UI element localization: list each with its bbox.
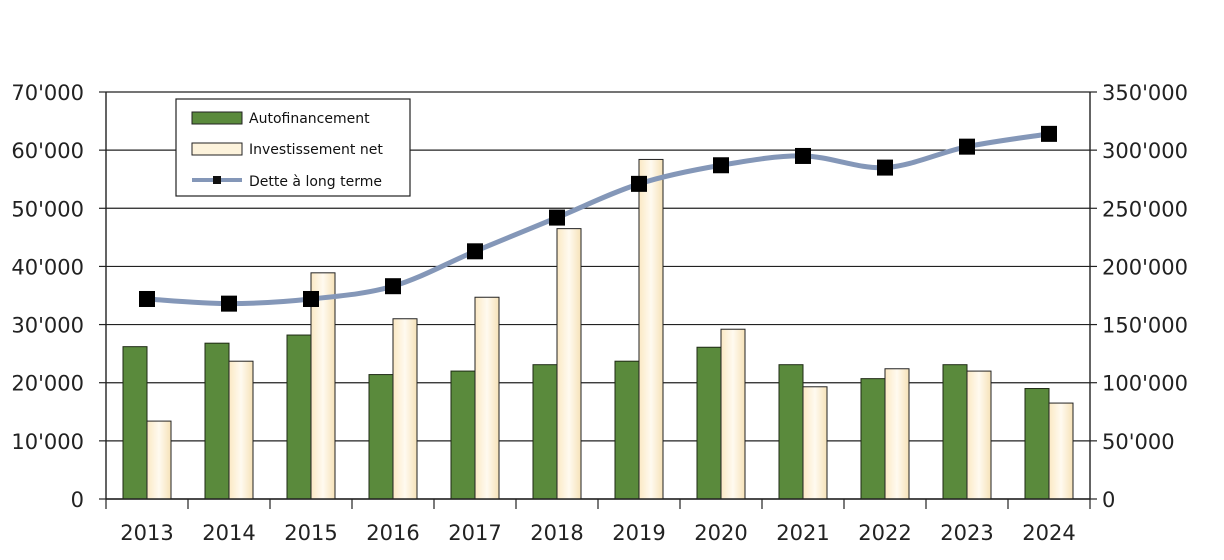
bar-autofinancement: [450, 370, 476, 500]
y-right-tick-label: 300'000: [1102, 139, 1188, 163]
y-right-tick-label: 200'000: [1102, 255, 1188, 279]
y-right-tick-label: 50'000: [1102, 430, 1175, 454]
debt-series-line: [146, 131, 1050, 307]
debt-marker: [221, 295, 237, 312]
bar-autofinancement: [204, 342, 230, 500]
bar-autofinancement: [614, 360, 640, 500]
x-tick-label: 2018: [530, 521, 583, 545]
legend-label-autofinancement: Autofinancement: [249, 111, 370, 127]
bar-investissement: [720, 328, 746, 500]
y-right-tick-label: 350'000: [1102, 81, 1188, 105]
debt-marker: [1041, 125, 1057, 142]
debt-marker: [385, 278, 401, 295]
x-tick-label: 2022: [858, 521, 911, 545]
legend: Autofinancement Investissement net Dette…: [175, 98, 411, 197]
x-tick-label: 2021: [776, 521, 829, 545]
bar-autofinancement: [368, 374, 394, 500]
y-left-tick-label: 40'000: [11, 255, 84, 279]
x-tick-label: 2017: [448, 521, 501, 545]
debt-marker: [139, 290, 155, 307]
bar-autofinancement: [122, 346, 148, 500]
bar-autofinancement: [1024, 388, 1050, 500]
bar-autofinancement: [286, 334, 312, 500]
bar-investissement: [310, 272, 336, 500]
bar-investissement: [638, 158, 664, 500]
x-tick-label: 2015: [284, 521, 337, 545]
bar-autofinancement: [860, 378, 886, 500]
y-left-tick-label: 0: [71, 488, 84, 512]
y-left-tick-label: 70'000: [11, 81, 84, 105]
x-tick-label: 2020: [694, 521, 747, 545]
debt-marker: [877, 159, 893, 176]
debt-marker: [303, 290, 319, 307]
bar-investissement: [474, 296, 500, 500]
debt-marker: [959, 138, 975, 155]
debt-marker: [713, 157, 729, 174]
y-right-tick-label: 0: [1102, 488, 1115, 512]
bar-investissement: [966, 370, 992, 500]
y-right-tick-label: 100'000: [1102, 372, 1188, 396]
y-left-tick-label: 50'000: [11, 197, 84, 221]
x-tick-label: 2013: [120, 521, 173, 545]
x-tick-label: 2014: [202, 521, 255, 545]
bars: [122, 158, 1074, 500]
debt-marker: [795, 147, 811, 164]
debt-line: [139, 125, 1057, 312]
debt-marker: [549, 209, 565, 226]
bar-autofinancement: [942, 364, 968, 500]
y-right-tick-label: 250'000: [1102, 197, 1188, 221]
legend-swatch-investissement: [191, 142, 243, 156]
bar-investissement: [146, 420, 172, 500]
x-tick-label: 2016: [366, 521, 419, 545]
x-tick-label: 2019: [612, 521, 665, 545]
bar-investissement: [802, 386, 828, 500]
y-right-tick-label: 150'000: [1102, 314, 1188, 338]
bar-investissement: [884, 368, 910, 500]
bar-autofinancement: [532, 364, 558, 500]
axes: [99, 91, 1097, 509]
legend-label-investissement: Investissement net: [249, 142, 383, 158]
bar-investissement: [1048, 402, 1074, 500]
bar-autofinancement: [778, 364, 804, 500]
bar-autofinancement: [696, 346, 722, 500]
y-left-tick-label: 20'000: [11, 372, 84, 396]
bar-investissement: [556, 228, 582, 500]
debt-marker: [631, 175, 647, 192]
legend-label-debt: Dette à long terme: [249, 174, 382, 190]
bar-investissement: [392, 318, 418, 500]
y-left-tick-label: 30'000: [11, 314, 84, 338]
x-tick-label: 2023: [940, 521, 993, 545]
tick-labels: 0 0 10'000 50'000 20'000 100'000 30'000 150'000…: [11, 81, 1188, 545]
debt-marker: [467, 243, 483, 260]
y-left-tick-label: 10'000: [11, 430, 84, 454]
bar-investissement: [228, 360, 254, 500]
x-tick-label: 2024: [1022, 521, 1075, 545]
legend-swatch-debt-marker: [213, 176, 221, 184]
y-left-tick-label: 60'000: [11, 139, 84, 163]
legend-swatch-autofinancement: [191, 111, 243, 125]
